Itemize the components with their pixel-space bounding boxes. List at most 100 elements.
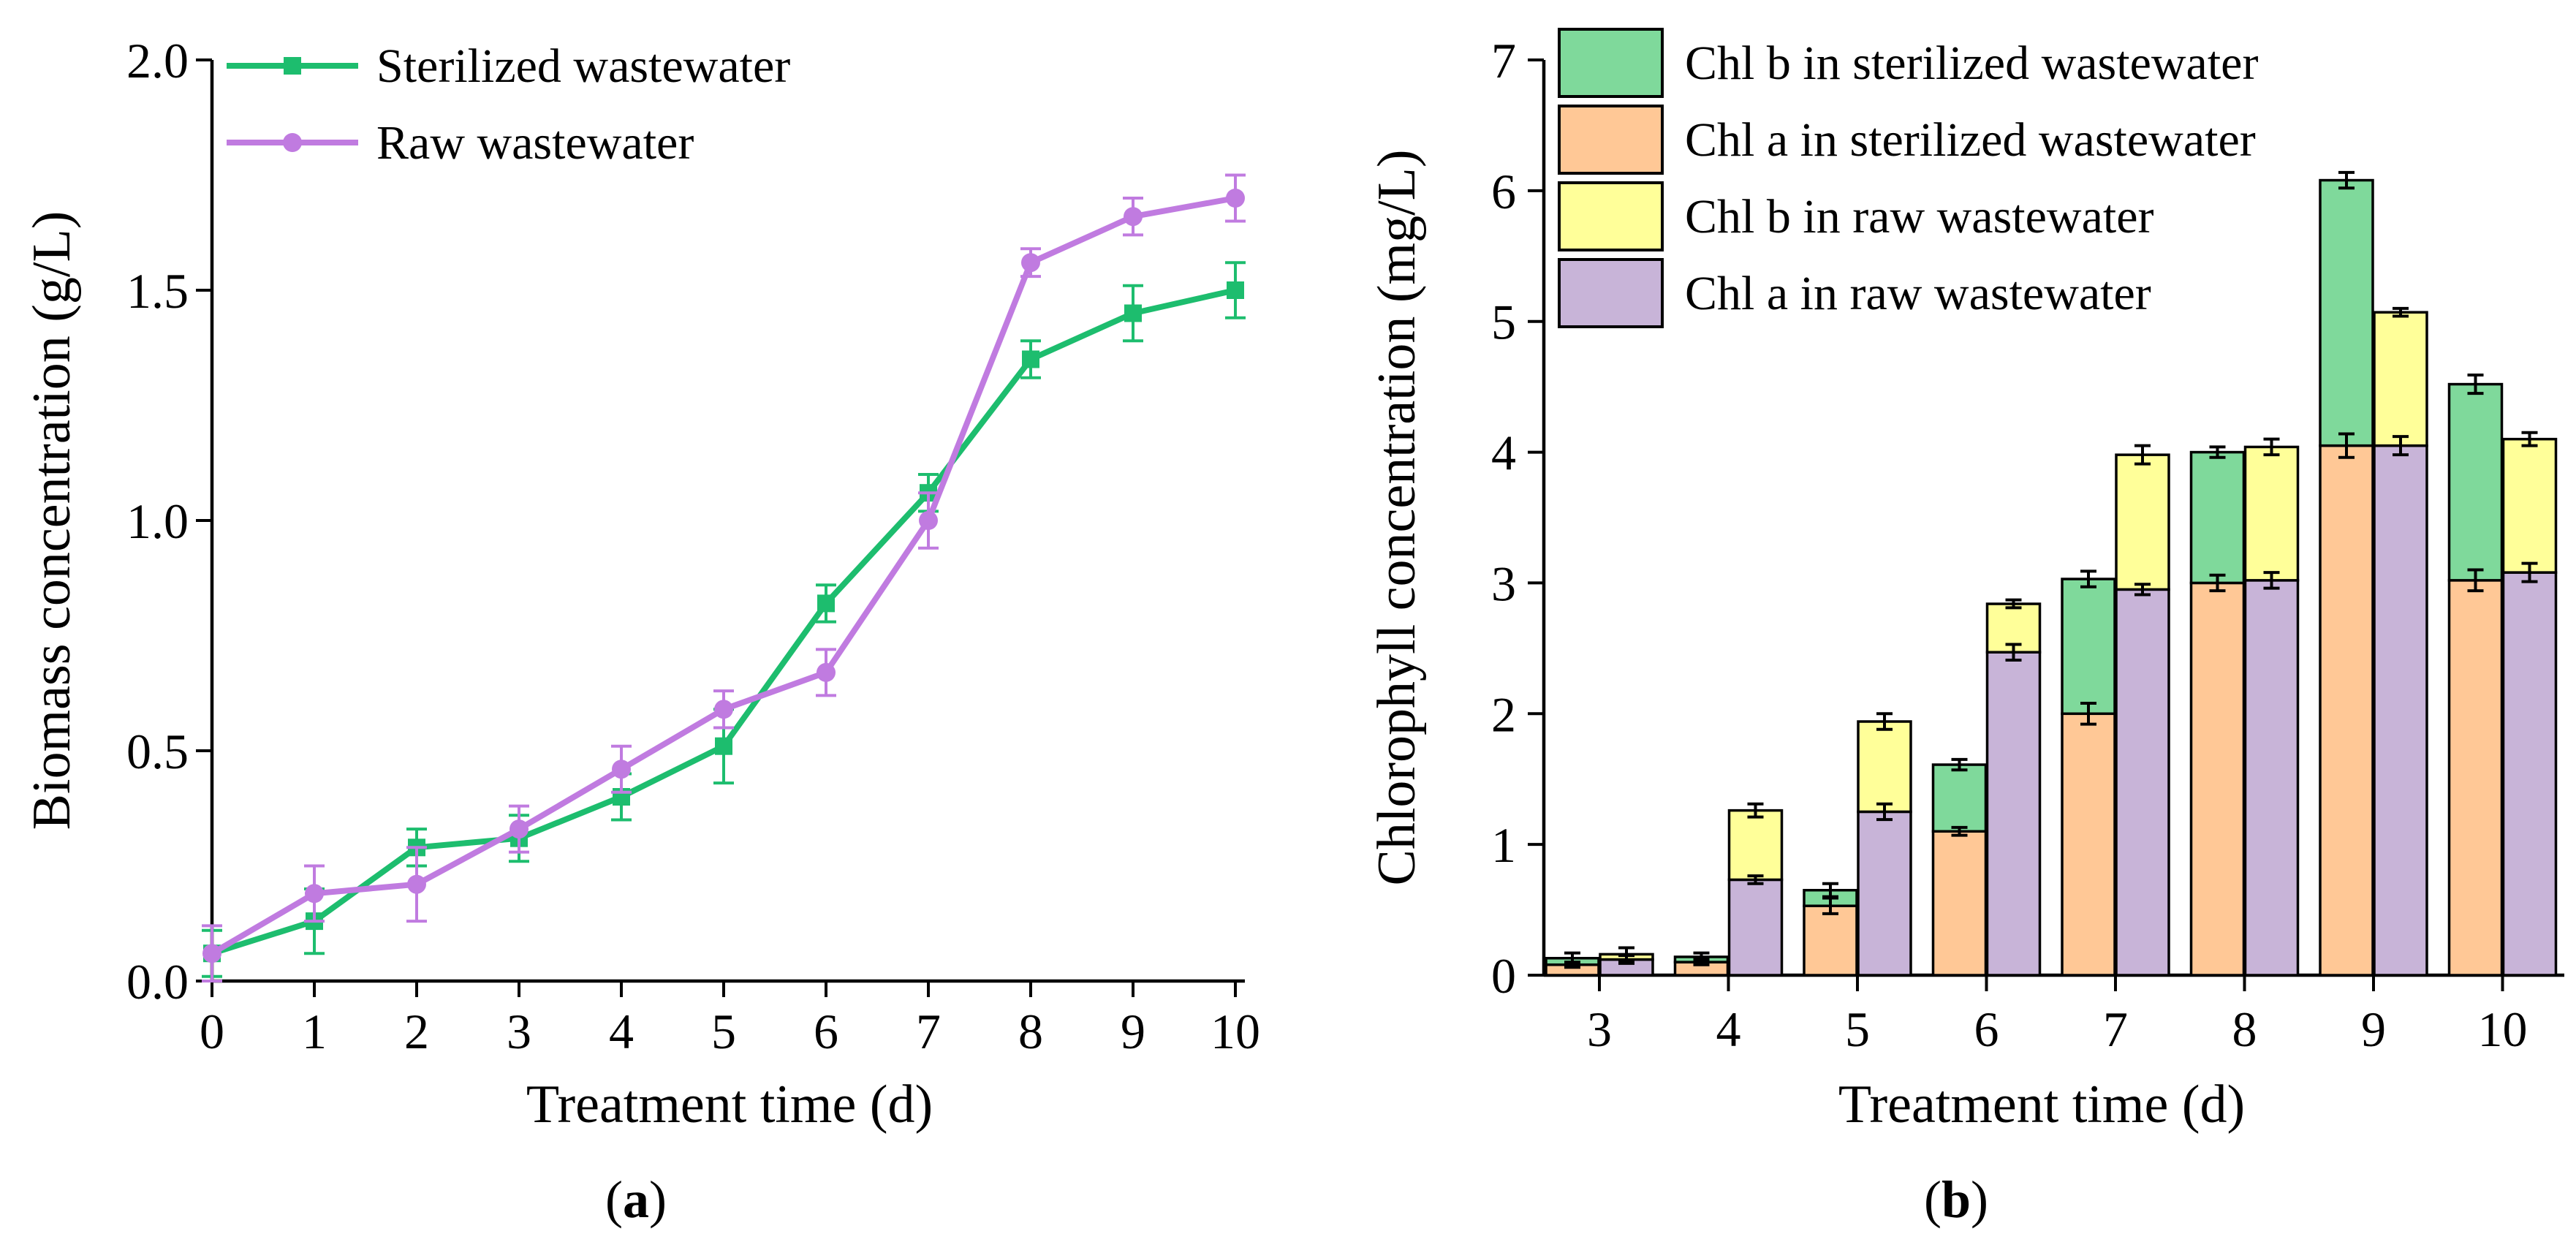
b-y-tick-label-0: 0 — [1491, 948, 1516, 1004]
a-x-tick-label-1: 1 — [302, 1004, 327, 1059]
b-y-tick-label-4: 4 — [1491, 425, 1516, 481]
b-bar-10-sterilized-seg-0 — [2447, 579, 2504, 977]
b-bar-7-sterilized-seg-1 — [2061, 578, 2116, 716]
b-errorbar-8-sterilized-0 — [2209, 573, 2226, 593]
a-x-tick-label-3: 3 — [507, 1004, 531, 1059]
a-series-1-line — [210, 195, 1236, 956]
b-errorbar-3-raw-1 — [1618, 946, 1634, 963]
b-errorbar-4-raw-0 — [1747, 874, 1764, 885]
a-series-0-line — [211, 287, 1236, 957]
b-errorbar-5-sterilized-1 — [1822, 882, 1838, 898]
a-series-0-point-10 — [1227, 281, 1244, 299]
a-series-0-point-8 — [1022, 350, 1039, 368]
b-errorbar-10-raw-0 — [2521, 561, 2538, 583]
b-bar-9-raw — [2373, 306, 2428, 977]
b-bar-6-sterilized — [1931, 757, 1988, 977]
b-errorbar-10-raw-1 — [2521, 431, 2538, 447]
b-legend-label-3: Chl a in raw wastewater — [1685, 267, 2151, 320]
a-x-tick-label-2: 2 — [404, 1004, 429, 1059]
b-bar-5-raw-seg-1 — [1857, 720, 1912, 814]
b-bar-9-raw-seg-0 — [2373, 444, 2428, 977]
b-errorbar-6-raw-0 — [2005, 643, 2022, 662]
b-bar-5-sterilized — [1803, 882, 1858, 977]
b-errorbar-8-sterilized-1 — [2209, 445, 2226, 459]
b-bar-8-raw — [2243, 437, 2300, 977]
b-y-tick-label-1: 1 — [1491, 817, 1516, 873]
a-series-1-point-8 — [1021, 253, 1040, 273]
b-legend-swatch-0 — [1558, 28, 1664, 98]
a-series-1-point-10 — [1226, 189, 1245, 208]
b-x-tick-label-2: 5 — [1845, 1001, 1870, 1057]
b-bar-10-raw-seg-0 — [2501, 571, 2558, 977]
a-legend-label-0: Sterilized wastewater — [376, 39, 790, 93]
b-errorbar-7-raw-0 — [2134, 583, 2151, 597]
b-x-tick-label-6: 9 — [2361, 1001, 2386, 1057]
a-legend-label-1: Raw wastewater — [376, 116, 694, 170]
b-errorbar-5-raw-1 — [1876, 712, 1893, 731]
b-y-axis-title: Chlorophyll concentration (mg/L) — [1367, 150, 1427, 886]
b-errorbar-9-sterilized-1 — [2338, 170, 2355, 190]
a-x-tick-label-10: 10 — [1211, 1004, 1260, 1059]
a-series-1-point-7 — [919, 511, 938, 530]
b-bar-10-sterilized-seg-1 — [2447, 382, 2504, 582]
b-bar-7-sterilized — [2061, 569, 2116, 977]
b-errorbar-7-raw-1 — [2134, 444, 2151, 466]
b-bar-4-sterilized — [1673, 951, 1730, 977]
b-errorbar-7-sterilized-1 — [2080, 569, 2096, 588]
a-x-tick-label-8: 8 — [1018, 1004, 1043, 1059]
b-x-tick-label-5: 8 — [2232, 1001, 2257, 1057]
b-x-tick-label-0: 3 — [1587, 1001, 1612, 1057]
b-x-tick-label-7: 10 — [2478, 1001, 2528, 1057]
b-bar-5-sterilized-seg-0 — [1803, 904, 1858, 977]
b-bar-9-sterilized-seg-1 — [2319, 178, 2374, 447]
a-legend: Sterilized wastewater Raw wastewater — [227, 39, 790, 170]
b-bar-9-sterilized-seg-0 — [2319, 444, 2374, 977]
a-y-tick-label-1: 0.5 — [126, 724, 189, 779]
b-errorbar-6-sterilized-1 — [1951, 757, 1968, 772]
a-series-1-point-3 — [509, 819, 529, 839]
b-bar-4-raw — [1727, 802, 1784, 977]
b-errorbar-4-sterilized-1 — [1693, 951, 1710, 963]
a-series-1-point-2 — [407, 874, 426, 894]
b-errorbar-10-sterilized-0 — [2467, 568, 2484, 593]
b-y-tick-label-7: 7 — [1491, 33, 1516, 88]
b-bar-8-raw-seg-1 — [2243, 445, 2300, 582]
a-x-tick-label-6: 6 — [814, 1004, 838, 1059]
b-bar-4-raw-seg-0 — [1727, 878, 1784, 977]
b-bar-6-raw-seg-0 — [1985, 651, 2042, 977]
b-errorbar-8-raw-1 — [2263, 437, 2280, 457]
b-bar-5-raw — [1857, 712, 1912, 977]
b-errorbar-9-sterilized-0 — [2338, 432, 2355, 459]
b-errorbar-6-raw-1 — [2005, 598, 2022, 610]
b-legend-label-1: Chl a in sterilized wastewater — [1685, 113, 2256, 167]
b-bar-9-raw-seg-1 — [2373, 311, 2428, 447]
b-errorbar-3-sterilized-1 — [1564, 951, 1580, 965]
b-bar-3-raw — [1599, 946, 1654, 977]
a-y-tick-label-0: 0.0 — [126, 954, 189, 1010]
b-x-tick-label-3: 6 — [1974, 1001, 1999, 1057]
b-legend-swatch-2 — [1558, 181, 1664, 251]
b-bar-6-sterilized-seg-0 — [1931, 830, 1988, 977]
a-y-axis-title: Biomass concentration (g/L) — [22, 211, 82, 830]
b-bar-7-raw — [2115, 444, 2170, 977]
panel-label-b: (b) — [1924, 1170, 1988, 1229]
a-series-0 — [202, 261, 1246, 978]
a-series-1-point-1 — [305, 884, 324, 904]
b-legend-label-2: Chl b in raw wastewater — [1685, 190, 2153, 243]
b-bar-5-raw-seg-0 — [1857, 810, 1912, 977]
b-bar-6-raw — [1985, 598, 2042, 977]
a-series-1-point-9 — [1124, 207, 1143, 227]
b-bar-10-raw-seg-1 — [2501, 437, 2558, 574]
a-x-tick-label-0: 0 — [200, 1004, 224, 1059]
b-bar-8-sterilized — [2189, 445, 2246, 977]
b-bar-6-sterilized-seg-1 — [1931, 763, 1988, 833]
a-x-tick-label-9: 9 — [1121, 1004, 1145, 1059]
b-errorbar-4-raw-1 — [1747, 802, 1764, 819]
b-y-tick-label-6: 6 — [1491, 164, 1516, 219]
b-legend-label-0: Chl b in sterilized wastewater — [1685, 37, 2258, 90]
b-bar-8-sterilized-seg-1 — [2189, 450, 2246, 585]
b-bar-3-sterilized — [1545, 951, 1600, 977]
b-errorbar-6-sterilized-0 — [1951, 825, 1968, 837]
b-bar-8-sterilized-seg-0 — [2189, 581, 2246, 977]
a-y-tick-label-3: 1.5 — [126, 263, 189, 319]
